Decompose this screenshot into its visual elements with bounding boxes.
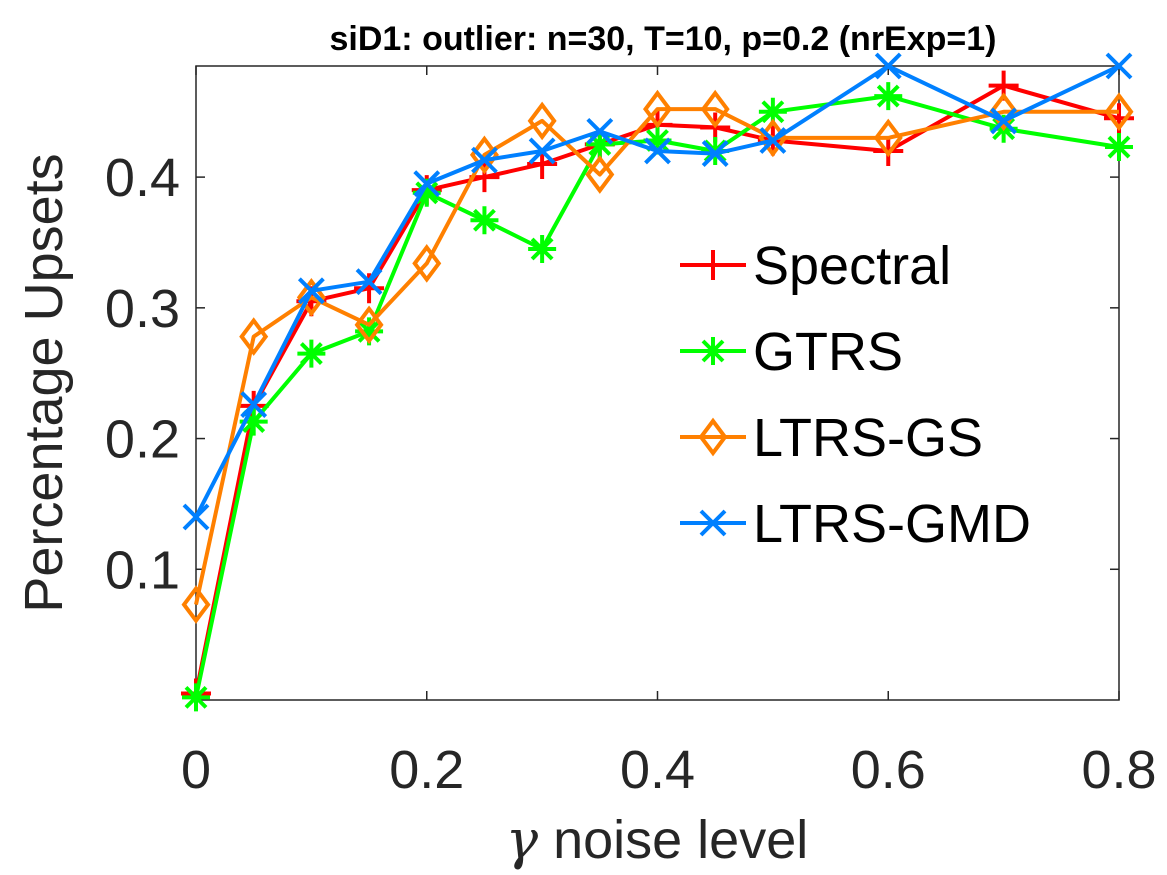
- data-point: [527, 149, 558, 180]
- legend-label: GTRS: [753, 322, 903, 382]
- data-point: [297, 339, 326, 368]
- x-axis-label-text: noise level: [553, 810, 808, 870]
- legend-label: Spectral: [753, 236, 951, 296]
- data-point: [470, 206, 499, 235]
- data-point: [1104, 92, 1134, 132]
- legend-entry: LTRS-GS: [680, 408, 983, 468]
- legend-label: LTRS-GMD: [753, 494, 1031, 554]
- x-tick-label: 0.8: [1081, 740, 1156, 800]
- x-tick-label: 0.4: [620, 740, 695, 800]
- data-point: [182, 503, 210, 531]
- y-axis-label: Percentage Upsets: [14, 153, 74, 612]
- data-point: [701, 140, 729, 167]
- data-point: [758, 97, 787, 126]
- x-tick-label: 0: [181, 740, 211, 800]
- data-point: [873, 118, 903, 158]
- data-point: [239, 407, 268, 436]
- plot-area: [195, 65, 1120, 701]
- data-point: [240, 391, 268, 418]
- data-point: [181, 585, 211, 624]
- legend-entry: LTRS-GMD: [680, 494, 1031, 554]
- y-tick-label: 0.4: [105, 148, 180, 208]
- data-point: [586, 117, 614, 145]
- tick-labels: 0 0.2 0.4 0.6 0.8 0.1 0.2 0.3 0.4: [105, 148, 1157, 800]
- data-point: [297, 277, 325, 305]
- data-point: [354, 305, 384, 345]
- legend-marker: [699, 337, 727, 365]
- data-point: [700, 89, 730, 129]
- y-tick-label: 0.3: [105, 279, 180, 339]
- series-line: [194, 64, 1120, 518]
- series-group: [181, 52, 1134, 712]
- series-line: [194, 94, 1120, 698]
- series-ltrs-gmd: [182, 52, 1133, 531]
- legend-label: LTRS-GS: [753, 408, 983, 468]
- data-point: [642, 89, 673, 129]
- data-point: [182, 683, 210, 712]
- data-point: [990, 107, 1018, 135]
- data-point: [644, 137, 671, 165]
- legend: Spectral GTRS LTRS-GS LTRS-GMD: [680, 236, 1031, 554]
- gamma-symbol: γ: [506, 808, 539, 871]
- y-tick-label: 0.2: [105, 410, 180, 470]
- data-point: [759, 127, 787, 154]
- data-point: [643, 126, 672, 155]
- data-point: [412, 178, 441, 207]
- chart-title: siD1: outlier: n=30, T=10, p=0.2 (nrExp=…: [329, 20, 996, 58]
- data-point: [874, 82, 903, 111]
- data-point: [989, 92, 1019, 132]
- legend-marker: [699, 509, 727, 537]
- data-point: [585, 155, 615, 194]
- data-point: [1105, 133, 1133, 162]
- x-tick-label: 0.6: [851, 740, 926, 800]
- axis-ticks: [195, 66, 1120, 700]
- legend-entry: Spectral: [680, 236, 951, 296]
- data-point: [585, 130, 614, 159]
- data-point: [355, 268, 383, 296]
- data-point: [296, 278, 326, 317]
- x-tick-label: 0.2: [389, 740, 464, 800]
- y-tick-label: 0.1: [105, 540, 180, 600]
- x-axis-label: γ noise level: [506, 808, 808, 871]
- data-point: [412, 244, 442, 283]
- legend-marker: [698, 417, 728, 457]
- legend-marker: [698, 250, 728, 280]
- data-point: [874, 52, 902, 80]
- data-point: [413, 170, 441, 198]
- data-point: [239, 317, 269, 356]
- data-point: [528, 137, 556, 165]
- data-point: [528, 235, 557, 264]
- data-point: [471, 146, 498, 174]
- data-point: [355, 317, 384, 346]
- data-point: [1105, 52, 1133, 80]
- data-point: [527, 101, 557, 141]
- legend-entry: GTRS: [680, 322, 903, 382]
